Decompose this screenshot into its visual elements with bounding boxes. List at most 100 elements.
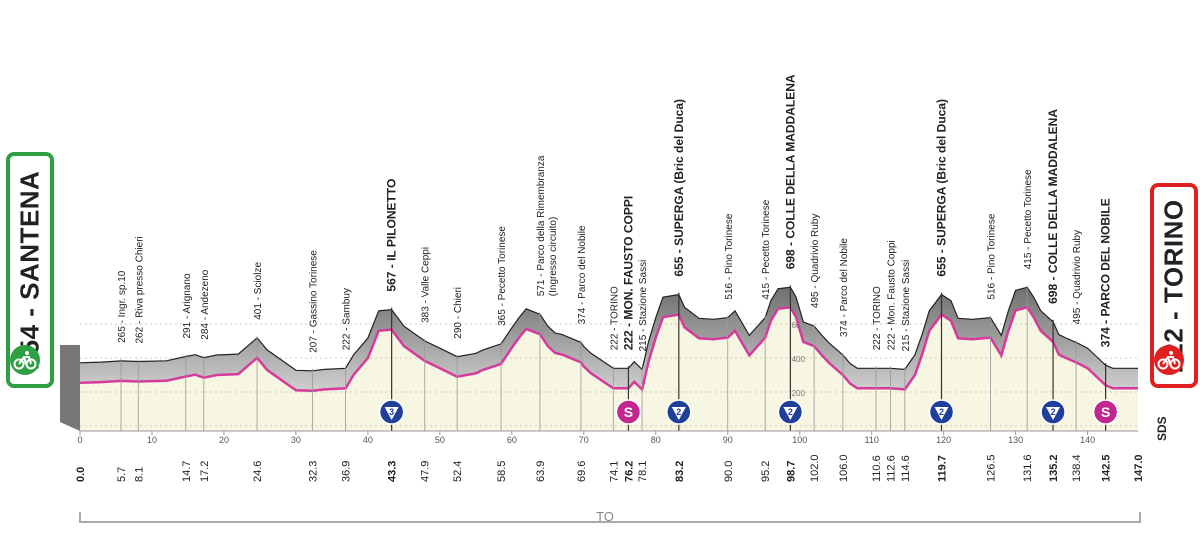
climb-category-icons: 3 S 2 2 2 2 S	[378, 399, 1119, 425]
point-label: 222 - Sambuy	[342, 288, 353, 350]
km-tick-label: 40	[363, 435, 373, 445]
km-point-label: 52.4	[452, 461, 464, 482]
bottom-bracket: TO	[79, 509, 1141, 524]
triangle-icon	[783, 407, 798, 420]
point-label: 415 - Pecetto Torinese	[1023, 169, 1034, 269]
km-point-label: 98.7	[785, 461, 797, 482]
point-label: 516 - Pino Torinese	[724, 213, 735, 299]
point-label: 222 - Mon. Fausto Coppi	[886, 240, 897, 350]
triangle-icon	[1046, 407, 1061, 420]
point-labels: 265 - Ingr. sp.10 262 - Riva presso Chier…	[117, 74, 1113, 353]
point-label: 207 - Gassino Torinese	[309, 250, 320, 353]
point-label: 698 - COLLE DELLA MADDALENA	[783, 74, 797, 269]
point-label: 365 - Pecetto Torinese	[497, 226, 508, 326]
km-point-label: 8.1	[133, 467, 145, 482]
mountain-category-label: 2	[788, 407, 793, 417]
km-tick-label: 140	[1080, 435, 1095, 445]
point-label: 265 - Ingr. sp.10	[117, 270, 128, 343]
sprint-icon-label: S	[624, 404, 633, 420]
km-tick-label: 120	[936, 435, 951, 445]
point-label: 495 - Quadrivio Ruby	[1072, 230, 1083, 325]
mountain-category-label: 2	[1051, 407, 1056, 417]
triangle-icon	[384, 407, 399, 420]
point-label: 516 - Pino Torinese	[987, 213, 998, 299]
km-point-label: 110.6	[871, 455, 883, 482]
finish-name: TORINO	[1158, 198, 1189, 303]
km-point-label: 135.2	[1048, 454, 1060, 482]
profile-base-layer	[60, 307, 1138, 431]
profile-ridge-line	[79, 286, 1138, 372]
km-tick-label: 30	[291, 435, 301, 445]
km-point-label: 63.9	[535, 461, 547, 482]
km-point-label: 74.1	[608, 461, 620, 482]
point-label: 222 - MON. FAUSTO COPPI	[621, 196, 635, 350]
point-label: 374 - Parco del Nobile	[839, 238, 850, 337]
mountain-category-label: 2	[676, 407, 681, 417]
profile-start-face	[60, 345, 80, 431]
point-label: 291 - Arignano	[182, 273, 193, 338]
triangle-icon	[934, 407, 949, 420]
start-name: SANTENA	[14, 170, 45, 300]
point-label: 215 - Stazione Sassi	[638, 260, 649, 352]
cyclist-icon	[10, 345, 40, 375]
route-line	[78, 305, 1138, 393]
km-point-label: 142.5	[1101, 454, 1113, 482]
km-point-label: 78.1	[637, 461, 649, 482]
km-tick-label: 70	[579, 435, 589, 445]
point-label: 383 - Valle Ceppi	[421, 247, 432, 323]
point-label: 655 - SUPERGA (Bric del Duca)	[935, 99, 949, 277]
point-label: 415 - Pecetto Torinese	[761, 199, 772, 299]
km-point-label: 24.6	[252, 461, 264, 482]
profile-base-fill	[80, 307, 1138, 431]
km-point-label: 0.0	[75, 467, 87, 482]
mountain-category-label: 3	[389, 407, 394, 417]
km-point-label: 119.7	[937, 455, 949, 482]
km-point-label: 106.0	[838, 454, 850, 482]
province-label: TO	[596, 509, 614, 524]
km-point-label: 32.3	[308, 461, 320, 482]
point-label: 374 - Parco del Nobile	[577, 225, 588, 324]
point-label: 567 - IL PILONETTO	[385, 179, 399, 292]
km-tick-label: 130	[1008, 435, 1023, 445]
km-point-label: 95.2	[760, 461, 772, 482]
km-point-label: 102.0	[809, 454, 821, 482]
km-point-label: 14.7	[181, 461, 193, 482]
elevation-profile	[78, 286, 1138, 393]
km-tick-label: 60	[507, 435, 517, 445]
km-point-label: 126.5	[986, 454, 998, 482]
km-tick-label: 90	[723, 435, 733, 445]
point-label: 571 - Parco della Rimembranza	[536, 155, 547, 296]
km-point-label: 147.0	[1133, 454, 1145, 482]
point-label: 284 - Andezeno	[200, 269, 211, 339]
point-label: 222 - TORINO	[609, 286, 620, 350]
point-label: 262 - Riva presso Chieri	[134, 236, 145, 343]
km-point-label: 90.0	[723, 461, 735, 482]
km-point-label: 83.2	[674, 461, 686, 482]
km-point-label: 138.4	[1071, 454, 1083, 482]
point-label-sub: (Ingresso circuito)	[548, 217, 559, 296]
km-tick-label: 50	[435, 435, 445, 445]
point-label: 495 - Quadrivio Ruby	[810, 214, 821, 309]
altitude-tick-label: 200	[792, 389, 806, 398]
point-label: 222 - TORINO	[872, 286, 883, 350]
sprint-icon-label: S	[1101, 404, 1110, 420]
altitude-tick-label: 400	[792, 355, 806, 364]
point-label: 655 - SUPERGA (Bric del Duca)	[672, 99, 686, 277]
km-point-label: 114.6	[900, 455, 912, 482]
km-point-label: 47.9	[420, 461, 432, 482]
point-label: 215 - Stazione Sassi	[901, 260, 912, 352]
km-point-label: 58.5	[496, 461, 508, 482]
km-tick-label: 100	[792, 435, 807, 445]
km-point-label: 36.9	[341, 461, 353, 482]
cyclist-icon	[1154, 345, 1184, 375]
km-tick-label: 20	[219, 435, 229, 445]
km-labels: 0.0 5.7 8.1 14.7 17.2 24.6 32.3 36.9 43.3 47.9 52.…	[75, 454, 1145, 482]
point-label: 698 - COLLE DELLA MADDALENA	[1046, 109, 1060, 304]
km-point-label: 131.6	[1022, 454, 1034, 482]
sprint-icon	[1092, 399, 1119, 425]
point-label: 374 - PARCO DEL NOBILE	[1099, 198, 1113, 347]
km-point-label: 69.6	[576, 461, 588, 482]
sds-logo: SDS	[1155, 416, 1169, 441]
point-label: 401 - Sciolze	[253, 262, 264, 320]
